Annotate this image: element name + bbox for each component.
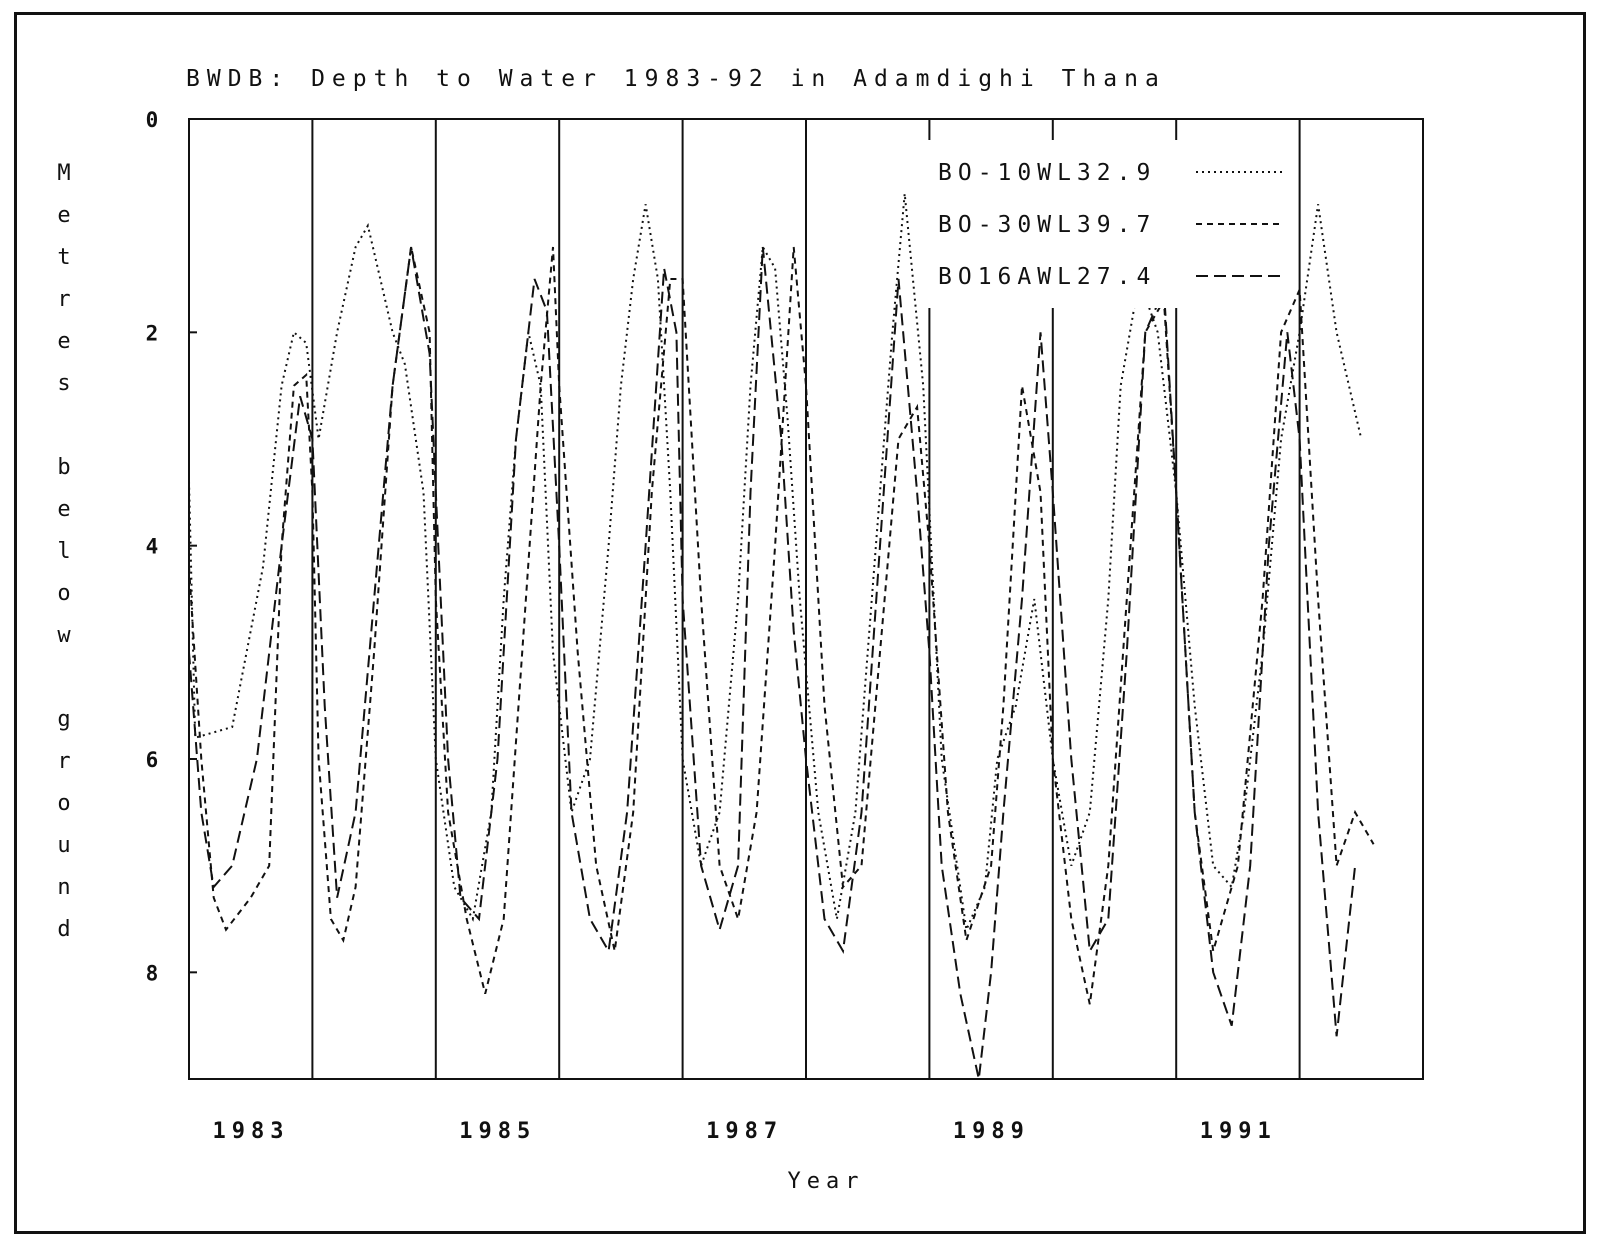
- y-axis-label-char: M: [57, 161, 70, 186]
- y-tick-label: 8: [146, 961, 159, 985]
- legend-label-3: BO16AWL27.4: [938, 264, 1156, 290]
- x-tick-label: 1991: [1200, 1119, 1277, 1144]
- x-tick-label: 1987: [706, 1119, 783, 1144]
- y-axis-label-char: e: [57, 329, 70, 354]
- legend: BO-10WL32.9 BO-30WL39.7 BO16AWL27.4: [926, 140, 1286, 308]
- y-tick-label: 0: [146, 108, 159, 132]
- x-tick-label: 1989: [953, 1119, 1030, 1144]
- chart-title: BWDB: Depth to Water 1983-92 in Adamdigh…: [186, 66, 1166, 92]
- y-axis-label-char: d: [57, 917, 70, 942]
- y-axis-label-char: w: [57, 623, 71, 648]
- y-axis-label-char: l: [57, 539, 70, 564]
- x-axis-label: Year: [788, 1169, 865, 1194]
- y-axis-ticks: 0 2 4 6 8: [146, 108, 197, 985]
- y-axis-label-char: e: [57, 497, 70, 522]
- x-axis-ticks: 1983 1985 1987 1989 1991: [213, 1119, 1277, 1144]
- y-axis-label-char: r: [57, 287, 70, 312]
- y-tick-label: 6: [146, 748, 159, 772]
- series-line-2: [188, 246, 1375, 1005]
- legend-label-2: BO-30WL39.7: [938, 212, 1156, 238]
- y-axis-label-char: u: [57, 833, 70, 858]
- y-axis-label-char: e: [57, 203, 70, 228]
- series-line-3: [188, 246, 1357, 1080]
- y-axis-label-char: t: [57, 245, 70, 270]
- y-tick-label: 4: [146, 535, 159, 559]
- y-tick-label: 2: [146, 321, 159, 345]
- y-axis-label-char: b: [57, 455, 70, 480]
- y-axis-label-char: s: [57, 371, 70, 396]
- legend-box: [926, 140, 1286, 308]
- series-layer: [188, 193, 1375, 1080]
- x-tick-label: 1985: [459, 1119, 536, 1144]
- x-tick-label: 1983: [213, 1119, 290, 1144]
- y-axis-label-char: o: [57, 581, 70, 606]
- y-axis-label-char: g: [57, 707, 70, 732]
- y-axis-label-char: n: [57, 875, 70, 900]
- legend-label-1: BO-10WL32.9: [938, 160, 1156, 186]
- y-axis-label-char: o: [57, 791, 70, 816]
- y-axis-label-char: r: [57, 749, 70, 774]
